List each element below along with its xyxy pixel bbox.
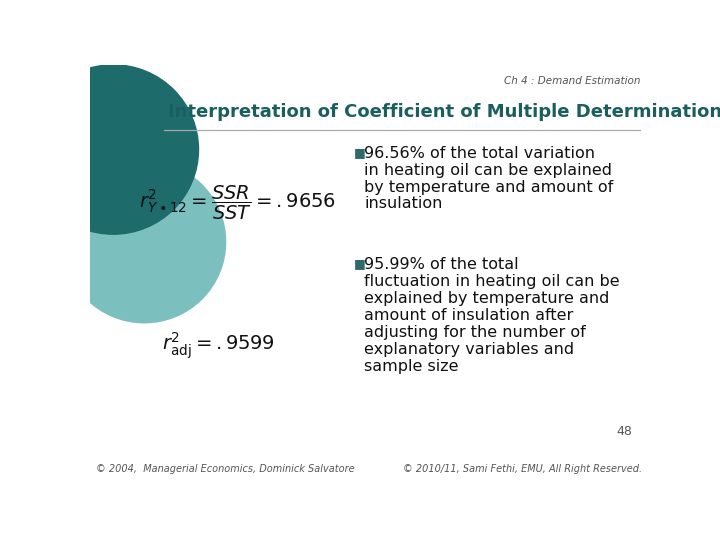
Text: sample size: sample size [364,359,459,374]
Text: © 2010/11, Sami Fethi, EMU, All Right Reserved.: © 2010/11, Sami Fethi, EMU, All Right Re… [402,464,642,475]
Text: in heating oil can be explained: in heating oil can be explained [364,163,612,178]
Text: insulation: insulation [364,197,443,212]
Text: explained by temperature and: explained by temperature and [364,291,610,306]
Text: explanatory variables and: explanatory variables and [364,342,575,357]
Circle shape [28,65,199,234]
Text: ■: ■ [354,146,365,159]
Text: Ch 4 : Demand Estimation: Ch 4 : Demand Estimation [504,76,640,86]
Text: ■: ■ [354,257,365,271]
Text: © 2004,  Managerial Economics, Dominick Salvatore: © 2004, Managerial Economics, Dominick S… [96,464,355,475]
Text: by temperature and amount of: by temperature and amount of [364,179,613,194]
Text: $r^{2}_{Y \bullet 12} = \dfrac{SSR}{SST} = .9656$: $r^{2}_{Y \bullet 12} = \dfrac{SSR}{SST}… [139,184,336,222]
Text: 95.99% of the total: 95.99% of the total [364,257,519,272]
Text: 48: 48 [616,426,632,438]
Text: 96.56% of the total variation: 96.56% of the total variation [364,146,595,161]
Circle shape [63,161,225,323]
Text: fluctuation in heating oil can be: fluctuation in heating oil can be [364,274,620,289]
Text: Interpretation of Coefficient of Multiple Determination: Interpretation of Coefficient of Multipl… [168,103,720,122]
Text: adjusting for the number of: adjusting for the number of [364,325,586,340]
Text: $r^{2}_{\mathrm{adj}} = .9599$: $r^{2}_{\mathrm{adj}} = .9599$ [162,330,274,361]
Text: amount of insulation after: amount of insulation after [364,308,574,323]
